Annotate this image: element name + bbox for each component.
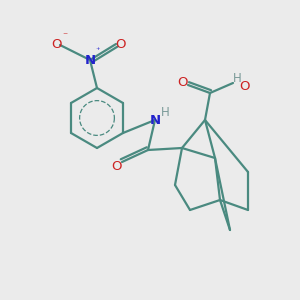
- Text: H: H: [160, 106, 169, 118]
- Text: ⁺: ⁺: [96, 46, 100, 56]
- Text: O: O: [240, 80, 250, 92]
- Text: H: H: [232, 71, 242, 85]
- Text: O: O: [112, 160, 122, 172]
- Text: ⁻: ⁻: [62, 31, 68, 41]
- Text: O: O: [178, 76, 188, 89]
- Text: O: O: [51, 38, 61, 52]
- Text: N: N: [84, 53, 96, 67]
- Text: O: O: [116, 38, 126, 50]
- Text: N: N: [149, 113, 161, 127]
